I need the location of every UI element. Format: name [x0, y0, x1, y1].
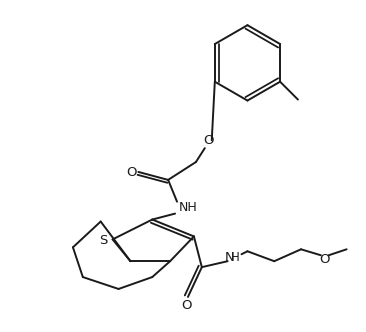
- Text: NH: NH: [179, 201, 197, 214]
- Text: O: O: [182, 299, 192, 312]
- Text: O: O: [126, 166, 137, 179]
- Text: H: H: [231, 251, 240, 264]
- Text: N: N: [225, 251, 235, 264]
- Text: S: S: [100, 234, 108, 247]
- Text: O: O: [320, 253, 330, 266]
- Text: O: O: [203, 134, 214, 147]
